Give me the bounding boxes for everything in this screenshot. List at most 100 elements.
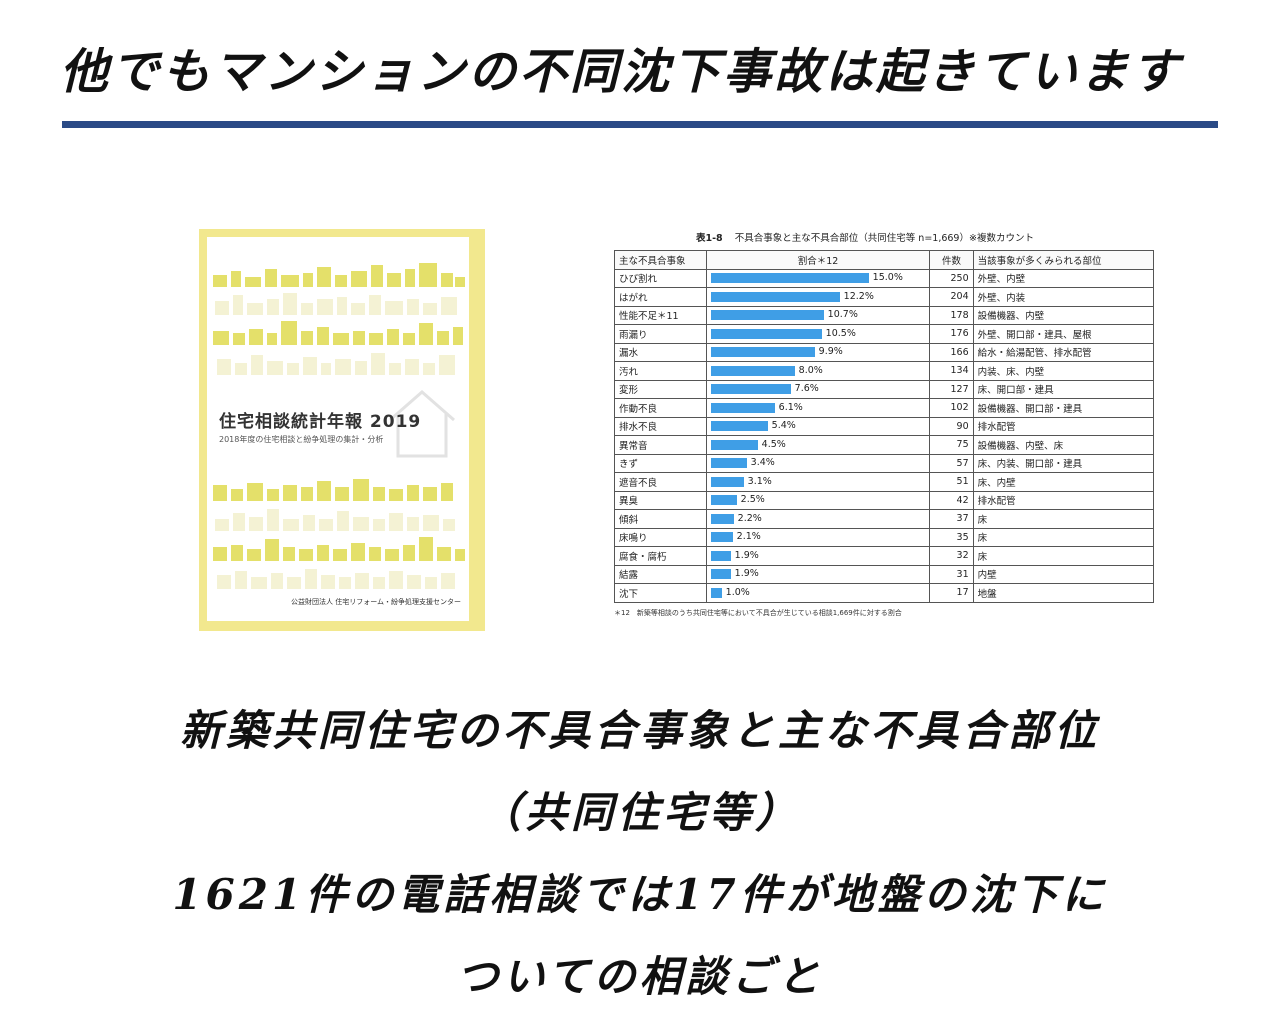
parts-cell: 床 xyxy=(972,527,1155,547)
table-row: 漏水 9.9% 166 給水・給湯配管、排水配管 xyxy=(614,342,1155,362)
table-row: 変形 7.6% 127 床、開口部・建具 xyxy=(614,379,1155,399)
header-parts: 当該事象が多くみられる部位 xyxy=(972,250,1155,270)
parts-cell: 外壁、内装 xyxy=(972,287,1155,307)
ratio-cell: 1.9% xyxy=(705,564,931,584)
cover-subtitle: 2018年度の住宅相談と紛争処理の集計・分析 xyxy=(219,435,384,444)
defect-name: 異臭 xyxy=(614,490,707,510)
ratio-cell: 10.7% xyxy=(705,305,931,325)
ratio-cell: 2.2% xyxy=(705,509,931,529)
ratio-label: 4.5% xyxy=(761,438,786,450)
defect-name: 異常音 xyxy=(614,435,707,455)
cover-buildings-row-2 xyxy=(215,293,457,315)
parts-cell: 設備機器、内壁、床 xyxy=(972,435,1155,455)
parts-cell: 給水・給湯配管、排水配管 xyxy=(972,342,1155,362)
cover-buildings-row-1 xyxy=(213,263,465,287)
count-cell: 250 xyxy=(929,268,974,288)
defect-name: 変形 xyxy=(614,379,707,399)
ratio-bar xyxy=(710,587,722,598)
defect-name: ひび割れ xyxy=(614,268,707,288)
page-headline: 他でもマンションの不同沈下事故は起きています xyxy=(60,44,1183,100)
count-cell: 17 xyxy=(929,583,974,603)
headline-underline xyxy=(62,121,1218,128)
ratio-bar xyxy=(710,569,731,580)
ratio-cell: 10.5% xyxy=(705,324,931,344)
ratio-cell: 1.9% xyxy=(705,546,931,566)
ratio-bar xyxy=(710,402,775,413)
table-body: ひび割れ 15.0% 250 外壁、内壁 はがれ 12.2% 204 外壁、内装 性能不足＊11… xyxy=(614,268,1155,603)
ratio-bar xyxy=(710,421,768,432)
cover-publisher: 公益財団法人 住宅リフォーム・紛争処理支援センター xyxy=(290,598,461,606)
defect-name: 床鳴り xyxy=(614,527,707,547)
table-row: 結露 1.9% 31 内壁 xyxy=(614,564,1155,584)
table-row: 作動不良 6.1% 102 設備機器、開口部・建具 xyxy=(614,398,1155,418)
defect-name: 作動不良 xyxy=(614,398,707,418)
ratio-cell: 9.9% xyxy=(705,342,931,362)
defect-name: 遮音不良 xyxy=(614,472,707,492)
defect-table: 主な不具合事象 割合＊12 件数 当該事象が多くみられる部位 ひび割れ 15.0%… xyxy=(614,250,1155,603)
ratio-bar xyxy=(710,495,737,506)
count-cell: 57 xyxy=(929,453,974,473)
table-row: 排水不良 5.4% 90 排水配管 xyxy=(614,416,1155,436)
ratio-label: 1.9% xyxy=(734,568,759,580)
parts-cell: 床 xyxy=(972,509,1155,529)
table-row: 遮音不良 3.1% 51 床、内壁 xyxy=(614,472,1155,492)
cover-buildings-row-7 xyxy=(213,537,465,561)
count-cell: 31 xyxy=(929,564,974,584)
ratio-bar xyxy=(710,550,731,561)
table-row: 雨漏り 10.5% 176 外壁、開口部・建具、屋根 xyxy=(614,324,1155,344)
table-row: 沈下 1.0% 17 地盤 xyxy=(614,583,1155,603)
count-cell: 32 xyxy=(929,546,974,566)
ratio-label: 10.7% xyxy=(827,309,858,321)
defect-name: 沈下 xyxy=(614,583,707,603)
parts-cell: 床 xyxy=(972,546,1155,566)
count-cell: 90 xyxy=(929,416,974,436)
ratio-cell: 4.5% xyxy=(705,435,931,455)
house-outline-icon xyxy=(389,390,455,458)
defect-name: はがれ xyxy=(614,287,707,307)
cover-page: 住宅相談統計年報 2019 2018年度の住宅相談と紛争処理の集計・分析 xyxy=(207,237,469,621)
defect-name: 傾斜 xyxy=(614,509,707,529)
ratio-bar xyxy=(710,328,822,339)
parts-cell: 排水配管 xyxy=(972,416,1155,436)
defect-name: 腐食・腐朽 xyxy=(614,546,707,566)
ratio-cell: 2.1% xyxy=(705,527,931,547)
ratio-bar xyxy=(710,513,734,524)
caption-line-4: ついての相談ごと xyxy=(456,952,824,1001)
cover-buildings-row-6 xyxy=(215,509,455,531)
count-cell: 42 xyxy=(929,490,974,510)
ratio-cell: 1.0% xyxy=(705,583,931,603)
table-header-row: 主な不具合事象 割合＊12 件数 当該事象が多くみられる部位 xyxy=(614,250,1155,270)
table-row: 性能不足＊11 10.7% 178 設備機器、内壁 xyxy=(614,305,1155,325)
table-row: 床鳴り 2.1% 35 床 xyxy=(614,527,1155,547)
defect-name: 結露 xyxy=(614,564,707,584)
parts-cell: 排水配管 xyxy=(972,490,1155,510)
defect-name: 排水不良 xyxy=(614,416,707,436)
summary-caption: 新築共同住宅の不具合事象と主な不具合部位 （共同住宅等） 1621件の電話相談で… xyxy=(40,690,1240,1018)
ratio-cell: 8.0% xyxy=(705,361,931,381)
cover-buildings-row-5 xyxy=(213,479,453,501)
ratio-bar xyxy=(710,347,815,358)
ratio-cell: 2.5% xyxy=(705,490,931,510)
table-row: 異常音 4.5% 75 設備機器、内壁、床 xyxy=(614,435,1155,455)
header-defect: 主な不具合事象 xyxy=(614,250,707,270)
table-row: ひび割れ 15.0% 250 外壁、内壁 xyxy=(614,268,1155,288)
cover-title: 住宅相談統計年報 2019 xyxy=(219,412,422,432)
count-cell: 178 xyxy=(929,305,974,325)
ratio-bar xyxy=(710,532,733,543)
ratio-cell: 5.4% xyxy=(705,416,931,436)
table-caption-label: 表1-8 xyxy=(696,233,723,244)
cover-buildings-row-3 xyxy=(213,321,463,345)
ratio-label: 15.0% xyxy=(872,272,903,284)
ratio-cell: 12.2% xyxy=(705,287,931,307)
ratio-label: 7.6% xyxy=(794,383,819,395)
ratio-label: 2.1% xyxy=(736,531,761,543)
ratio-cell: 3.4% xyxy=(705,453,931,473)
table-caption: 表1-8 不具合事象と主な不具合部位（共同住宅等 n=1,669）※複数カウント xyxy=(696,230,1034,244)
ratio-bar xyxy=(710,476,744,487)
ratio-bar xyxy=(710,458,747,469)
ratio-bar xyxy=(710,291,840,302)
count-cell: 127 xyxy=(929,379,974,399)
ratio-label: 8.0% xyxy=(798,364,823,376)
header-ratio: 割合＊12 xyxy=(705,250,931,270)
count-cell: 75 xyxy=(929,435,974,455)
